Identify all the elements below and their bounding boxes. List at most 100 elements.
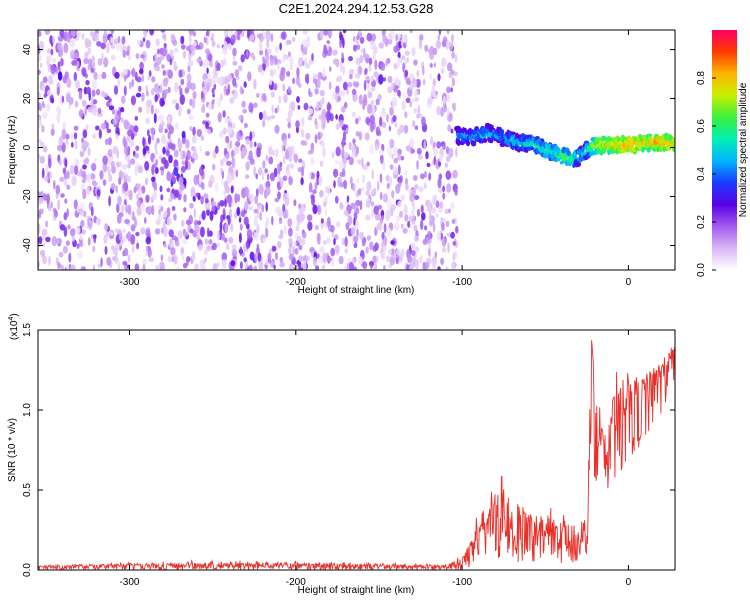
- spectrogram-cell: [301, 231, 307, 239]
- spectrogram-cell: [175, 241, 180, 247]
- spectrogram-cell: [80, 266, 86, 270]
- spectrogram-cell: [266, 39, 270, 49]
- spectrogram-cell: [148, 257, 154, 263]
- spectrogram-cell: [157, 48, 160, 55]
- spectrogram-cell: [222, 127, 227, 135]
- snr-marks: [38, 340, 675, 570]
- spectrogram-cell: [338, 160, 344, 170]
- spectrogram-cell: [191, 152, 196, 159]
- spectrogram-cell: [205, 48, 210, 55]
- spectrogram-cell: [394, 222, 400, 231]
- spectrogram-cell: [186, 45, 191, 52]
- spectrogram-cell: [435, 39, 441, 50]
- spectrogram-cell: [298, 244, 303, 251]
- spectrogram-cell: [270, 33, 274, 43]
- spectrogram-cell: [162, 146, 166, 155]
- spectrogram-cell: [91, 55, 95, 63]
- spectrogram-cell: [188, 33, 192, 45]
- spectrogram-cell: [258, 111, 263, 121]
- spectrogram-cell: [158, 123, 164, 134]
- spectrogram-cell: [236, 206, 241, 216]
- spectrogram-cell: [110, 30, 114, 35]
- spectrogram-cell: [243, 122, 248, 129]
- spectrogram-trace-cell: [638, 146, 642, 150]
- spectrogram-cell: [282, 210, 287, 219]
- spectrogram-cell: [83, 86, 88, 95]
- spectrogram-cell: [87, 47, 91, 55]
- spectrogram-cell: [154, 108, 159, 114]
- spectrogram-y-tick-label: -40: [22, 238, 33, 253]
- spectrogram-cell: [436, 231, 442, 241]
- spectrogram-cell: [414, 97, 419, 102]
- spectrogram-cell: [169, 239, 173, 244]
- spectrogram-cell: [416, 88, 420, 95]
- spectrogram-cell: [46, 55, 52, 64]
- spectrogram-cell: [130, 95, 136, 106]
- snr-x-ticks: -300 -200 -100 0: [119, 330, 632, 588]
- colorbar-label: Normalized spectral amplitude: [738, 82, 749, 217]
- snr-y-tick-label: 0.0: [22, 563, 33, 577]
- spectrogram-cell: [174, 149, 179, 158]
- spectrogram-cell: [400, 248, 405, 258]
- spectrogram-cell: [136, 39, 141, 46]
- spectrogram-cell: [435, 200, 440, 208]
- spectrogram-cell: [331, 151, 335, 159]
- spectrogram-cell: [448, 112, 453, 122]
- spectrogram-cell: [145, 117, 150, 125]
- spectrogram-cell: [344, 151, 349, 159]
- spectrogram-cell: [428, 211, 432, 222]
- spectrogram-cell: [51, 236, 57, 247]
- spectrogram-cell: [249, 34, 255, 41]
- spectrogram-cell: [278, 95, 282, 104]
- spectrogram-cell: [334, 159, 340, 165]
- spectrogram-cell: [383, 264, 386, 270]
- spectrogram-cell: [248, 150, 253, 161]
- spectrogram-cell: [115, 185, 118, 194]
- spectrogram-cell: [79, 241, 84, 247]
- spectrogram-cell: [316, 78, 321, 89]
- spectrogram-cell: [92, 181, 98, 187]
- spectrogram-cell: [385, 255, 391, 263]
- spectrogram-cell: [147, 205, 153, 215]
- spectrogram-cell: [61, 142, 66, 153]
- spectrogram-cell: [42, 145, 48, 153]
- spectrogram-cell: [171, 172, 175, 182]
- spectrogram-cell: [412, 175, 418, 181]
- spectrogram-cell: [73, 132, 78, 140]
- spectrogram-cell: [212, 98, 215, 105]
- spectrogram-cell: [440, 106, 444, 117]
- spectrogram-cell: [409, 193, 415, 203]
- spectrogram-cell: [189, 228, 194, 234]
- spectrogram-cell: [168, 229, 174, 238]
- spectrogram-cell: [131, 78, 134, 88]
- spectrogram-cell: [448, 208, 451, 214]
- spectrogram-cell: [142, 147, 146, 156]
- spectrogram-cell: [308, 108, 314, 115]
- spectrogram-cell: [342, 81, 348, 91]
- spectrogram-cell: [114, 37, 119, 45]
- spectrogram-cell: [63, 179, 68, 187]
- spectrogram-cell: [430, 136, 433, 145]
- spectrogram-cell: [353, 217, 356, 226]
- spectrogram-cell: [256, 243, 260, 252]
- spectrogram-cell: [308, 171, 312, 179]
- spectrogram-cell: [451, 103, 456, 110]
- spectrogram-cell: [319, 30, 324, 39]
- spectrogram-cell: [58, 251, 64, 258]
- spectrogram-cell: [145, 90, 149, 97]
- spectrogram-cell: [213, 83, 217, 90]
- spectrogram-cell: [397, 200, 402, 207]
- spectrogram-cell: [96, 189, 101, 197]
- spectrogram-cell: [406, 264, 410, 270]
- spectrogram-cell: [395, 183, 401, 194]
- spectrogram-cell: [201, 210, 206, 221]
- spectrogram-cell: [257, 167, 263, 176]
- spectrogram-cell: [373, 263, 378, 270]
- spectrogram-cell: [423, 140, 426, 150]
- spectrogram-cell: [333, 237, 336, 246]
- spectrogram-cell: [108, 231, 114, 236]
- spectrogram-cell: [446, 86, 451, 94]
- spectrogram-cell: [359, 231, 364, 240]
- spectrogram-cell: [317, 72, 323, 80]
